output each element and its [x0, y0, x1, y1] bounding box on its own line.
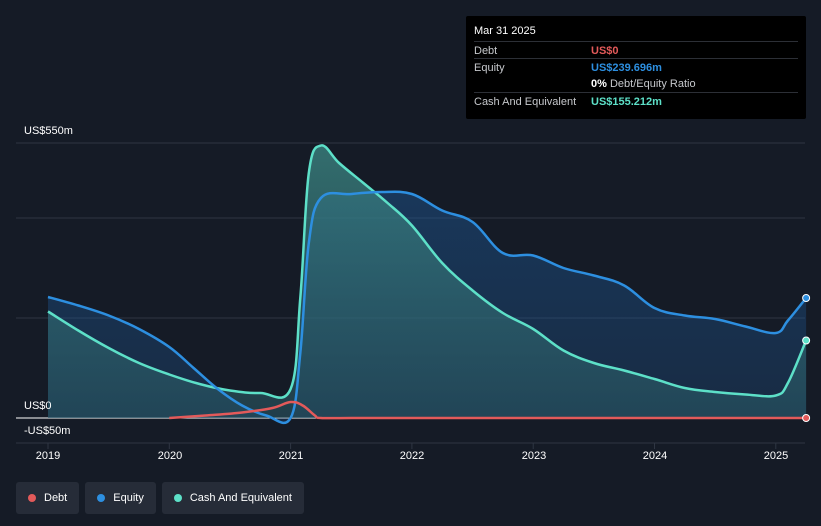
x-tick-label-2023: 2023	[521, 450, 547, 462]
tooltip-value-debt: US$0	[591, 45, 619, 57]
series-lines	[47, 144, 808, 425]
endpoint-equity	[802, 294, 811, 302]
tooltip-value-equity: US$239.696m	[591, 62, 662, 74]
area-cash-and-equivalent	[48, 145, 807, 418]
tooltip-ratio-percent: 0%	[591, 78, 607, 90]
x-tick-label-2025: 2025	[763, 450, 789, 462]
legend-item-debt[interactable]: Debt	[16, 482, 80, 514]
tooltip-ratio-label: Debt/Equity Ratio	[609, 78, 696, 90]
tooltip-panel: Mar 31 2025 Debt US$0 Equity US$239.696m…	[466, 16, 806, 119]
legend: Debt Equity Cash And Equivalent	[16, 482, 304, 514]
legend-label-debt: Debt	[44, 492, 68, 504]
legend-label-equity: Equity	[113, 492, 144, 504]
tooltip-row-ratio: 0% Debt/Equity Ratio	[474, 75, 798, 92]
legend-item-cash[interactable]: Cash And Equivalent	[161, 482, 304, 514]
y-tick-label-550: US$550m	[24, 125, 73, 137]
series-endpoints	[802, 294, 811, 422]
legend-dot-equity	[97, 494, 106, 502]
series-areas	[48, 145, 807, 423]
endpoint-debt	[802, 414, 811, 422]
tooltip-value-ratio: 0% Debt/Equity Ratio	[591, 78, 696, 90]
legend-dot-debt	[28, 494, 36, 502]
tooltip-date: Mar 31 2025	[474, 25, 536, 37]
line-equity	[47, 190, 808, 425]
legend-item-equity[interactable]: Equity	[85, 482, 156, 514]
tooltip-row-cash: Cash And Equivalent US$155.212m	[474, 92, 798, 110]
x-tick-label-2021: 2021	[278, 450, 304, 462]
endpoint-cash-and-equivalent	[802, 336, 811, 345]
tooltip-label-cash: Cash And Equivalent	[474, 96, 577, 108]
x-tick-label-2024: 2024	[642, 450, 668, 462]
y-tick-label-neg50: -US$50m	[24, 425, 71, 437]
line-cash-and-equivalent	[47, 144, 808, 399]
line-debt	[169, 400, 807, 420]
tooltip-row-debt: Debt US$0	[474, 41, 798, 59]
x-tick-label-2019: 2019	[35, 450, 61, 462]
tooltip-label-debt: Debt	[474, 45, 498, 57]
tooltip-value-cash: US$155.212m	[591, 96, 662, 108]
legend-dot-cash	[173, 494, 182, 502]
tooltip-label-equity: Equity	[474, 62, 505, 74]
tooltip-row-equity: Equity US$239.696m	[474, 58, 798, 76]
legend-label-cash: Cash And Equivalent	[189, 492, 292, 504]
y-tick-label-0: US$0	[24, 400, 52, 412]
x-tick-label-2020: 2020	[157, 450, 183, 462]
x-tick-label-2022: 2022	[399, 450, 425, 462]
